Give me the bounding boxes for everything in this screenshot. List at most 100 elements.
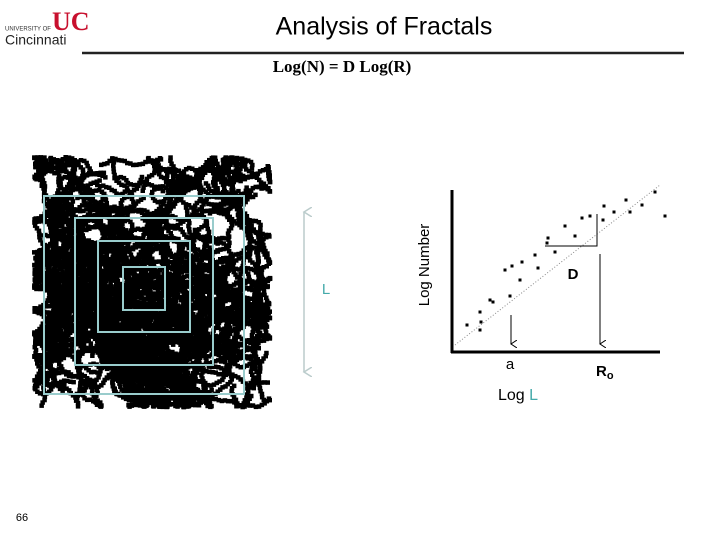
fractal-pixel <box>67 388 72 393</box>
fractal-pixel <box>57 213 63 218</box>
fractal-pixel <box>123 228 128 233</box>
fractal-pixel <box>44 245 49 250</box>
fractal-pixel <box>200 276 205 281</box>
fractal-pixel <box>248 357 254 362</box>
fractal-pixel <box>109 187 114 193</box>
fractal-pixel <box>257 325 262 330</box>
fractal-pixel <box>38 304 43 309</box>
fractal-pixel <box>59 210 65 216</box>
fractal-pixel <box>50 238 56 243</box>
fractal-pixel <box>201 384 206 390</box>
fractal-pixel <box>87 217 93 222</box>
fractal-pixel <box>104 200 109 206</box>
fractal-pixel <box>264 264 269 269</box>
fractal-pixel <box>81 198 87 203</box>
fractal-pixel <box>74 235 80 240</box>
fractal-pixel <box>139 174 145 180</box>
fractal-pixel <box>59 331 64 336</box>
fractal-pixel <box>86 204 91 210</box>
fractal-pixel <box>111 160 117 165</box>
fractal-pixel <box>214 380 219 386</box>
fractal-pixel <box>75 183 81 188</box>
fractal-pixel <box>86 202 91 207</box>
fractal-pixel <box>206 401 212 407</box>
fractal-pixel <box>156 271 161 276</box>
fractal-pixel <box>59 176 65 181</box>
fractal-pixel <box>138 259 144 265</box>
fractal-pixel <box>263 353 268 359</box>
fractal-pixel <box>76 186 81 191</box>
fractal-pixel <box>122 189 128 194</box>
fractal-pixel <box>158 250 164 256</box>
fractal-pixel <box>174 373 180 378</box>
fractal-pixel <box>253 366 258 371</box>
fractal-pixel <box>36 381 42 386</box>
fractal-pixel <box>59 264 65 269</box>
fractal-pixel <box>110 384 116 389</box>
fractal-pixel <box>95 205 100 210</box>
fractal-pixel <box>82 338 87 344</box>
fractal-pixel <box>198 393 204 399</box>
fractal-pixel <box>251 310 257 316</box>
fractal-pixel <box>67 212 73 217</box>
fractal-pixel <box>167 324 172 330</box>
fractal-pixel <box>111 163 116 168</box>
fractal-pixel <box>206 354 212 359</box>
fractal-pixel <box>249 337 255 343</box>
fractal-pixel <box>218 257 223 262</box>
fractal-pixel <box>42 189 47 194</box>
fractal-pixel <box>135 402 141 407</box>
fractal-pixel <box>40 400 45 405</box>
fractal-pixel <box>48 199 53 204</box>
fractal-pixel <box>150 230 156 235</box>
fractal-pixel <box>39 174 45 179</box>
fractal-pixel <box>171 176 176 182</box>
fractal-pixel <box>81 345 86 351</box>
fractal-pixel <box>229 361 234 366</box>
fractal-pixel <box>66 207 71 212</box>
fractal-pixel <box>219 371 224 377</box>
fractal-pixel <box>46 233 51 239</box>
fractal-pixel <box>49 169 54 174</box>
fractal-pixel <box>32 378 37 383</box>
fractal-pixel <box>226 228 232 233</box>
fractal-pixel <box>74 332 80 338</box>
fractal-pixel <box>47 166 53 171</box>
fractal-pixel <box>79 180 84 185</box>
fractal-pixel <box>151 404 156 409</box>
fractal-pixel <box>115 175 120 181</box>
fractal-pixel <box>203 278 208 284</box>
fractal-pixel <box>68 251 73 257</box>
fractal-pixel <box>90 197 95 202</box>
fractal-pixel <box>93 224 98 229</box>
fractal-pixel <box>42 394 48 400</box>
fractal-pixel <box>168 196 174 202</box>
fractal-pixel <box>104 232 109 237</box>
fractal-pixel <box>61 384 67 389</box>
fractal-pixel <box>146 233 152 239</box>
fractal-pixel <box>229 219 234 225</box>
fractal-pixel <box>63 219 68 225</box>
fractal-pixel <box>234 357 240 363</box>
fractal-pixel <box>236 352 242 357</box>
fractal-pixel <box>49 159 54 165</box>
fractal-pixel <box>213 396 218 402</box>
fractal-pixel <box>226 237 231 242</box>
fractal-pixel <box>123 396 129 402</box>
fractal-pixel <box>156 291 161 296</box>
fractal-pixel <box>52 358 57 363</box>
fractal-pixel <box>198 260 203 266</box>
fractal-pixel <box>200 370 205 375</box>
fractal-pixel <box>112 386 117 391</box>
fractal-pixel <box>118 392 124 398</box>
fractal-pixel <box>34 172 39 178</box>
fractal-pixel <box>78 344 83 349</box>
fractal-pixel <box>240 354 245 359</box>
fractal-pixel <box>74 318 80 324</box>
fractal-pixel <box>124 300 129 306</box>
fractal-pixel <box>80 167 86 172</box>
fractal-pixel <box>57 361 62 366</box>
fractal-pixel <box>124 185 130 190</box>
fractal-pixel <box>45 219 50 224</box>
fractal-pixel <box>46 313 51 319</box>
